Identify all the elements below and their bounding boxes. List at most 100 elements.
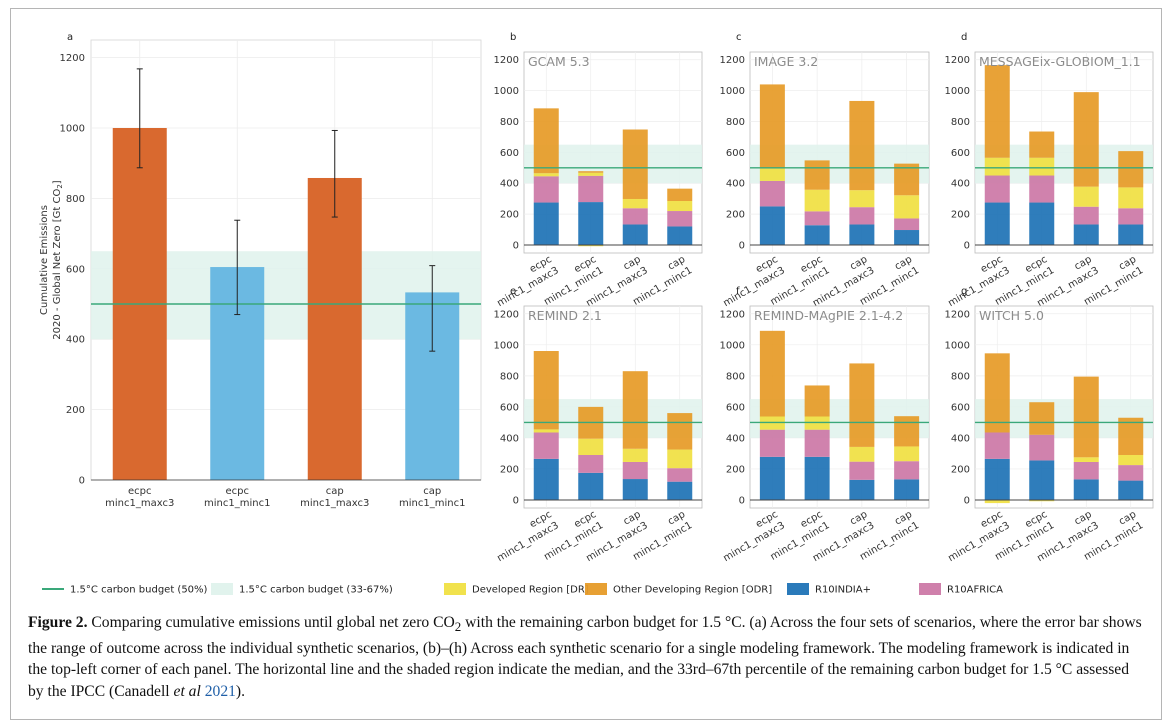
figure-caption: Figure 2. Comparing cumulative emissions… (28, 612, 1148, 702)
panel-f-ytick: 200 (726, 464, 745, 475)
panel-d-bar-segment-dr (1073, 186, 1099, 207)
panel-c-ytick: 1000 (720, 86, 745, 97)
panel-g-letter: g (961, 286, 967, 297)
panel-g-bar-segment-negative (1029, 500, 1055, 502)
panel-b-bar-segment-africa (622, 208, 648, 225)
panel-g-ytick: 200 (951, 464, 970, 475)
panel-b-bar-segment-india (667, 226, 693, 245)
panel-d-bar-segment-dr (984, 157, 1010, 176)
panel-d-ytick: 1000 (945, 86, 970, 97)
caption-text-2: with the remaining carbon budget for 1.5… (28, 614, 1142, 700)
panel-a-ylabel-line1: Cumulative Emissions (39, 205, 50, 315)
caption-subscript: 2 (454, 619, 462, 635)
panel-g-ytick: 800 (951, 371, 970, 382)
panel-d-bar-segment-odr (1118, 151, 1144, 188)
panel-b-bar-segment-negative (578, 245, 604, 247)
panel-c-title: IMAGE 3.2 (754, 54, 818, 69)
panel-c-bar-segment-africa (894, 218, 920, 231)
panel-a-xtick-line1: ecpc (128, 486, 152, 497)
caption-etal: et al (173, 682, 201, 700)
panel-b-bar-segment-odr (622, 129, 648, 199)
ylabel-suffix: ] (52, 180, 63, 184)
legend-label: 1.5°C carbon budget (33-67%) (239, 585, 393, 596)
panel-g-ytick: 0 (964, 496, 970, 507)
panel-b-title: GCAM 5.3 (528, 54, 590, 69)
panel-e-bar-segment-odr (667, 413, 693, 450)
panel-f-title: REMIND-MAgPIE 2.1-4.2 (754, 308, 903, 323)
panel-e-bar-segment-dr (578, 438, 604, 455)
panel-f-ytick: 1200 (720, 309, 745, 320)
panel-g-bar-segment-odr (984, 353, 1010, 433)
panel-d-bar-segment-odr (1029, 131, 1055, 158)
panel-e-bar-segment-africa (622, 461, 648, 480)
panel-f-ytick: 400 (726, 433, 745, 444)
panel-g-bar-segment-africa (1073, 461, 1099, 480)
panel-a-ytick: 800 (66, 194, 85, 205)
panel-d-ytick: 800 (951, 117, 970, 128)
panel-f-ytick: 0 (739, 496, 745, 507)
panel-g-bar-segment-india (984, 458, 1010, 500)
panel-d-bar-segment-africa (984, 175, 1010, 203)
panel-a-xtick-line2: minc1_maxc3 (300, 498, 369, 509)
panel-b-bar-segment-india (622, 224, 648, 245)
panel-g-ytick: 600 (951, 402, 970, 413)
panel-e-ytick: 800 (500, 371, 519, 382)
panel-f-letter: f (736, 286, 740, 297)
panel-c-bar-segment-dr (849, 190, 875, 208)
panel-b-bar-segment-africa (578, 175, 604, 203)
legend-label: R10AFRICA (947, 585, 1003, 596)
panel-b-bar-segment-odr (667, 188, 693, 201)
panel-c-ytick: 200 (726, 210, 745, 221)
panel-c-bar-segment-africa (849, 207, 875, 225)
panel-c-bar-segment-dr (804, 189, 830, 212)
panel-g-title: WITCH 5.0 (979, 308, 1044, 323)
panel-c-bar-segment-odr (759, 84, 785, 169)
legend-label: 1.5°C carbon budget (50%) (70, 585, 208, 596)
panel-g-ytick: 400 (951, 433, 970, 444)
panel-f-bar-segment-india (759, 456, 785, 500)
panel-f-bar-segment-dr (894, 446, 920, 462)
panel-f-bar-segment-odr (894, 416, 920, 447)
panel-f-bar-segment-dr (849, 446, 875, 462)
panel-b-bar-segment-dr (667, 200, 693, 212)
panel-b-bar-segment-india (578, 202, 604, 245)
panel-e-bar-segment-dr (533, 429, 559, 433)
panel-c-bar-segment-india (759, 206, 785, 245)
panel-f-bar-segment-odr (804, 385, 830, 417)
panel-e-bar-segment-india (578, 472, 604, 500)
panel-b-ytick: 0 (513, 241, 519, 252)
panel-f-bar-segment-africa (849, 461, 875, 480)
panel-c-bar-segment-africa (759, 180, 785, 207)
panel-b-ytick: 400 (500, 179, 519, 190)
panel-e-bar-segment-africa (578, 454, 604, 473)
panel-c-bar-segment-dr (759, 168, 785, 181)
caption-text-end: ). (235, 682, 246, 700)
panel-b-bar-segment-dr (622, 198, 648, 209)
panel-d-bar-segment-india (1118, 224, 1144, 245)
panel-f-bar-segment-africa (894, 461, 920, 480)
panel-b-bar-segment-dr (578, 172, 604, 176)
panel-d-ytick: 0 (964, 241, 970, 252)
panel-c-ytick: 600 (726, 148, 745, 159)
panel-e-ytick: 0 (513, 496, 519, 507)
panel-b-bar-segment-africa (667, 211, 693, 227)
panel-b-ytick: 1200 (494, 55, 519, 66)
panel-g-bar-segment-india (1118, 480, 1144, 500)
panel-a-xtick-line1: cap (326, 486, 344, 497)
panel-a-xtick-line1: ecpc (226, 486, 250, 497)
panel-a-ytick: 1000 (60, 124, 85, 135)
panel-d-bar-segment-india (1073, 224, 1099, 245)
caption-citation-year[interactable]: 2021 (204, 682, 236, 700)
caption-text-1: Comparing cumulative emissions until glo… (87, 614, 455, 631)
ylabel-prefix: 2020 - Global Net Zero [Gt CO (52, 189, 63, 340)
panel-a-ytick: 1200 (60, 53, 85, 64)
panel-g-bar-segment-africa (1118, 465, 1144, 481)
panel-e-bar-segment-india (622, 479, 648, 500)
panel-c-ytick: 400 (726, 179, 745, 190)
panel-e-bar-segment-africa (533, 432, 559, 459)
panel-b-bar-segment-odr (578, 171, 604, 173)
panel-d-bar-segment-africa (1029, 175, 1055, 203)
panel-f-ytick: 800 (726, 371, 745, 382)
legend-swatch-dr (444, 583, 466, 595)
panel-b-ytick: 1000 (494, 86, 519, 97)
